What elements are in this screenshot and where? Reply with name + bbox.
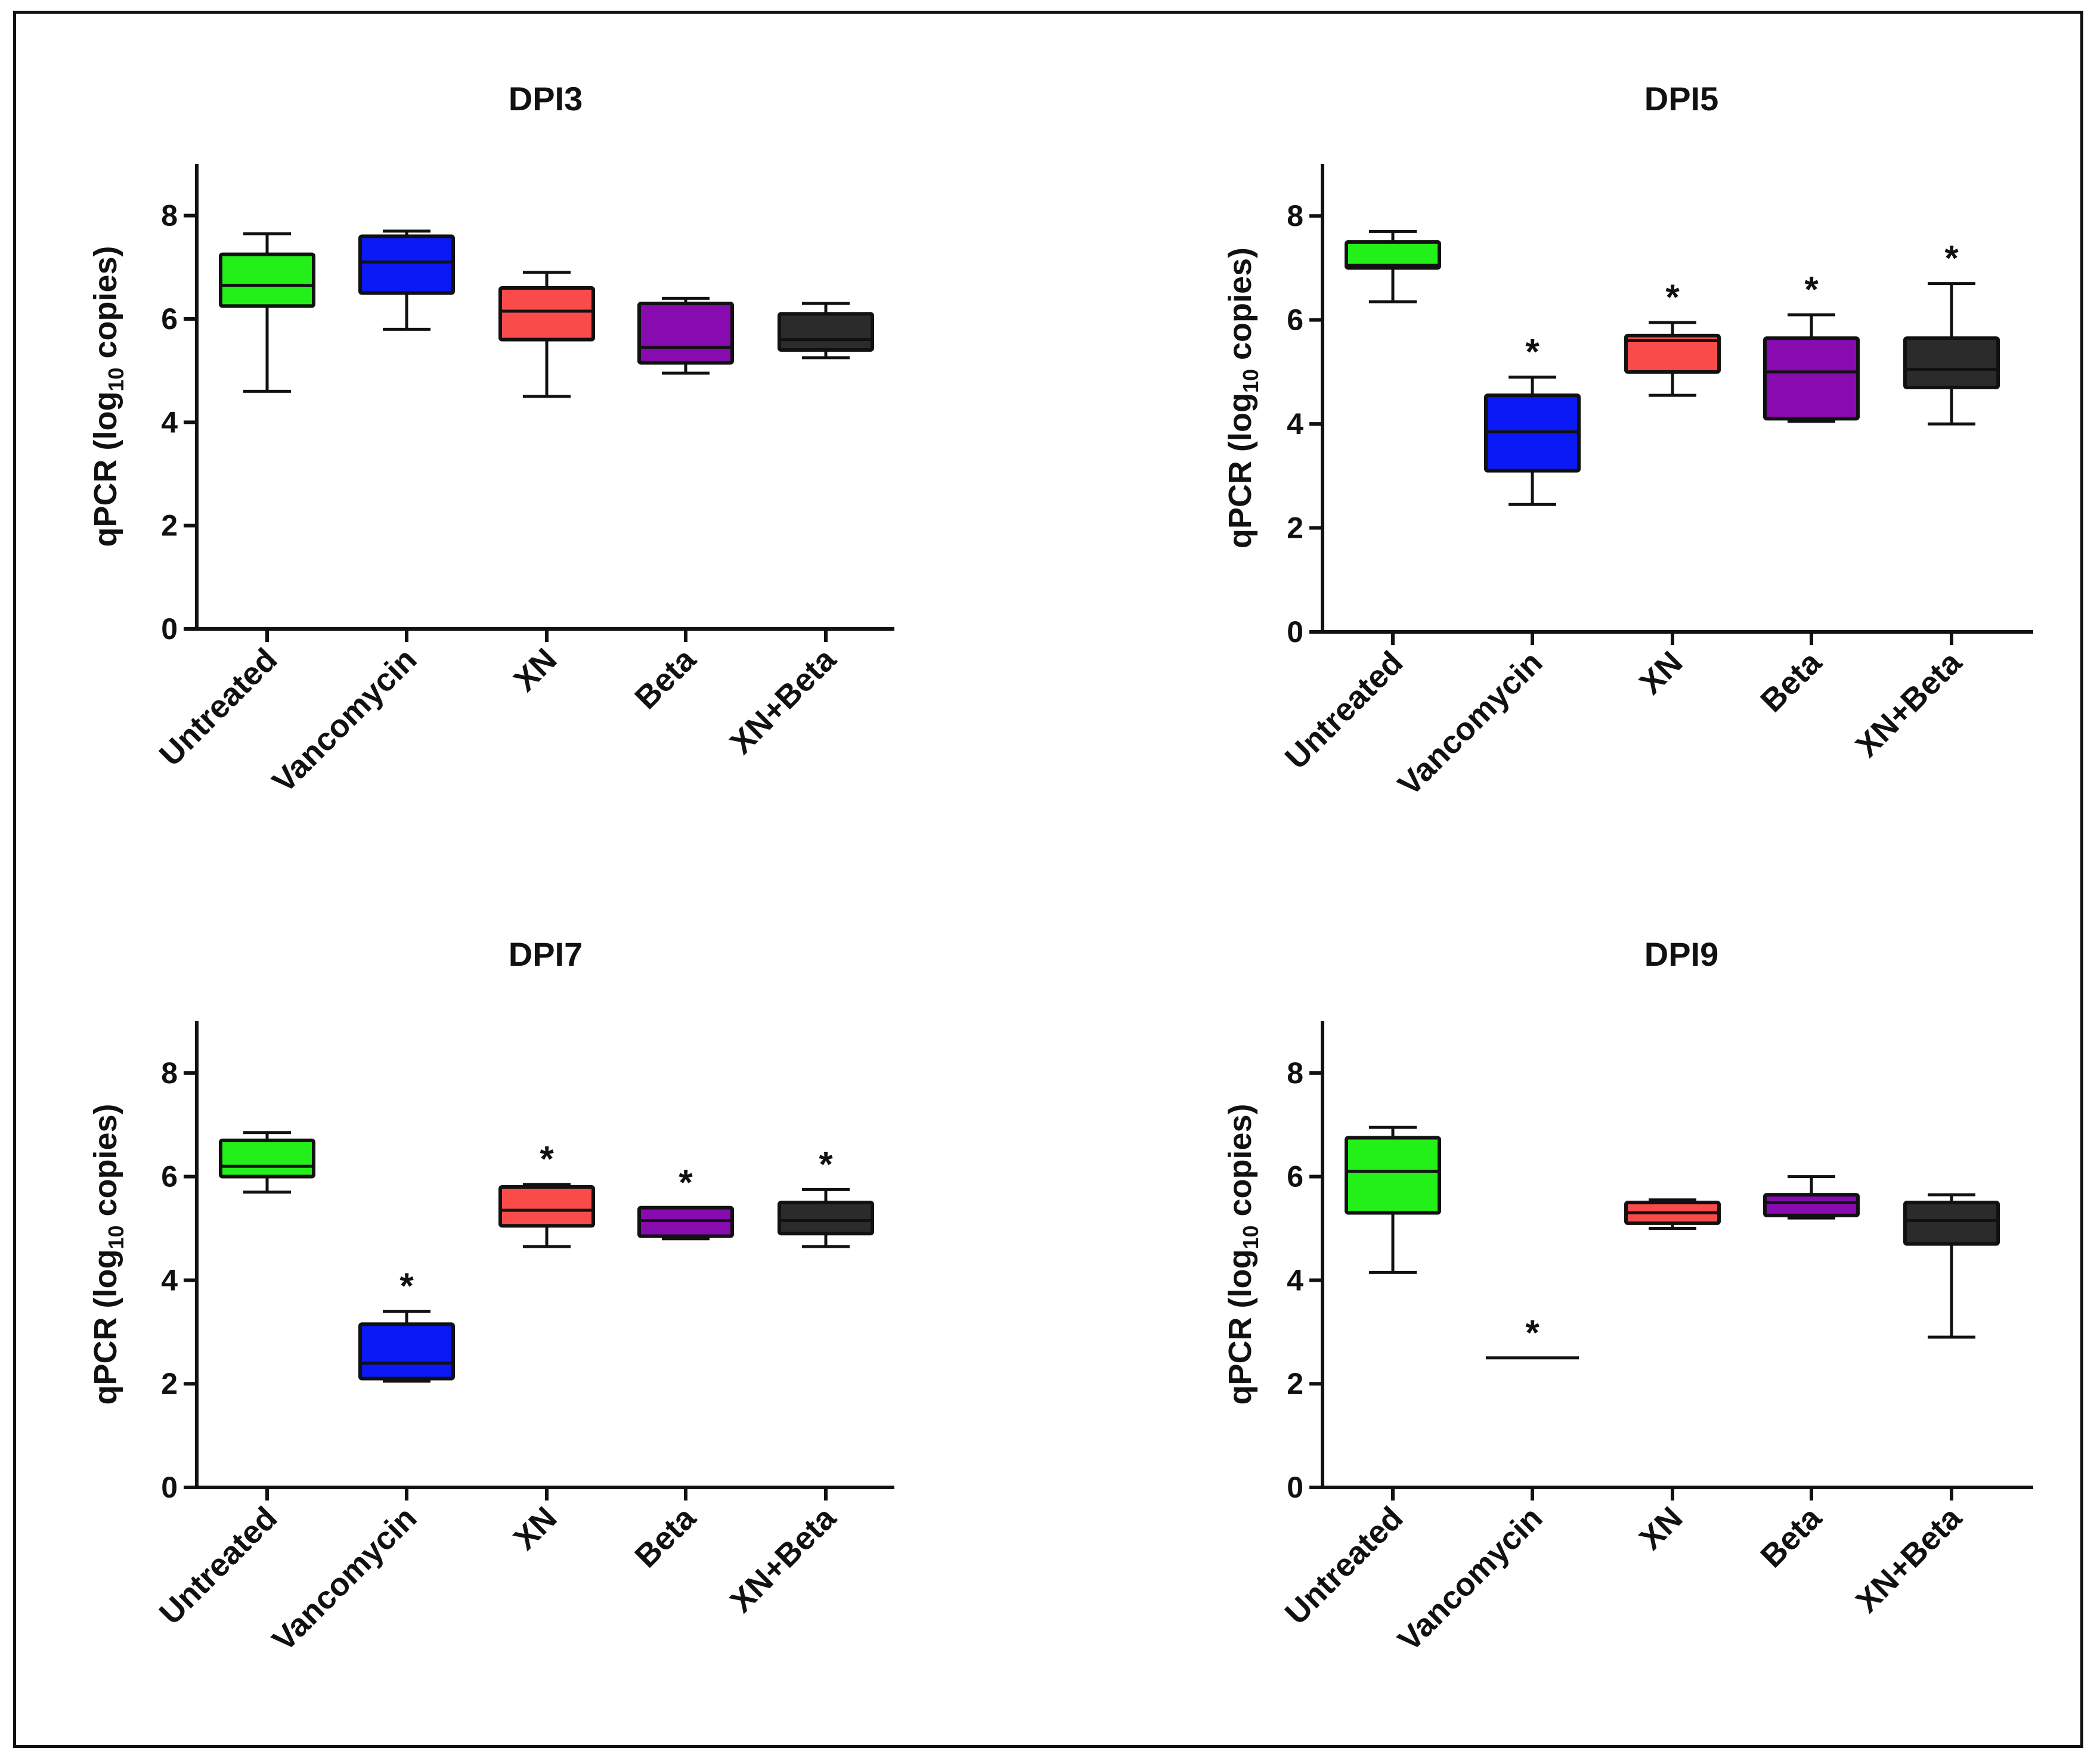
x-category-label: Untreated bbox=[153, 1500, 284, 1632]
panel-title: DPI5 bbox=[1644, 80, 1719, 117]
box-xn: * XN bbox=[498, 1139, 595, 1557]
y-tick-label: 6 bbox=[161, 1160, 178, 1193]
x-category-label: Vancomycin bbox=[1391, 644, 1549, 802]
y-tick-label: 4 bbox=[161, 1263, 178, 1297]
box-vancomycin: * Vancomycin bbox=[265, 1266, 455, 1658]
iqr-box bbox=[778, 1201, 874, 1236]
x-category-label: Untreated bbox=[153, 641, 284, 773]
iqr-box bbox=[358, 234, 455, 295]
y-tick-label: 0 bbox=[161, 612, 178, 646]
panel-dpi9: DPI9 0 2 4 6 8 qPCR (log10 copies) Untreated * Va… bbox=[1222, 935, 2033, 1658]
x-category-label: XN+Beta bbox=[723, 641, 843, 761]
box-vancomycin: * Vancomycin bbox=[1391, 332, 1581, 802]
y-tick-label: 6 bbox=[1287, 1160, 1303, 1193]
box-beta: * Beta bbox=[628, 1162, 734, 1574]
significance-star: * bbox=[1525, 332, 1540, 372]
box-beta: Beta bbox=[628, 296, 734, 716]
significance-star: * bbox=[1804, 269, 1819, 309]
x-category-label: Vancomycin bbox=[265, 641, 423, 799]
x-category-label: XN+Beta bbox=[723, 1499, 843, 1619]
box-beta: Beta bbox=[1754, 1175, 1860, 1574]
box-beta: * Beta bbox=[1754, 269, 1860, 719]
iqr-box bbox=[219, 252, 315, 308]
y-tick-label: 8 bbox=[161, 1056, 178, 1090]
figure-frame bbox=[13, 11, 2083, 1748]
y-tick-label: 8 bbox=[1287, 1056, 1303, 1090]
significance-star: * bbox=[1944, 238, 1959, 278]
x-category-label: XN bbox=[507, 1500, 563, 1557]
x-category-label: XN+Beta bbox=[1849, 1499, 1969, 1619]
iqr-box bbox=[637, 302, 734, 365]
box-vancomycin: * Vancomycin bbox=[1391, 1313, 1579, 1658]
y-tick-label: 4 bbox=[1287, 407, 1303, 441]
x-category-label: Vancomycin bbox=[1391, 1500, 1549, 1658]
x-category-label: XN+Beta bbox=[1849, 644, 1969, 764]
y-tick-label: 2 bbox=[161, 1367, 178, 1400]
x-category-label: XN bbox=[1633, 644, 1689, 701]
significance-star: * bbox=[819, 1144, 833, 1184]
panel-dpi7: DPI7 0 2 4 6 8 qPCR (log10 copies) Untreated * Va… bbox=[88, 935, 894, 1658]
box-xn-beta: * XN+Beta bbox=[1849, 238, 2000, 764]
iqr-box bbox=[358, 1322, 455, 1381]
significance-star: * bbox=[679, 1162, 693, 1202]
y-axis-title: qPCR (log10 copies) bbox=[1222, 1103, 1263, 1405]
x-category-label: XN bbox=[507, 641, 563, 698]
box-xn-beta: XN+Beta bbox=[1849, 1193, 2000, 1620]
box-vancomycin: Vancomycin bbox=[265, 230, 455, 799]
significance-star: * bbox=[1525, 1313, 1540, 1353]
x-category-label: XN bbox=[1633, 1500, 1689, 1557]
box-xn-beta: XN+Beta bbox=[723, 302, 874, 761]
x-category-label: Untreated bbox=[1278, 1500, 1410, 1632]
y-tick-label: 8 bbox=[161, 199, 178, 232]
iqr-box bbox=[498, 1185, 595, 1228]
y-tick-label: 0 bbox=[1287, 615, 1303, 649]
x-category-label: Beta bbox=[1754, 1499, 1829, 1574]
iqr-box bbox=[498, 286, 595, 342]
iqr-box bbox=[1903, 1201, 2000, 1246]
box-xn: XN bbox=[1624, 1198, 1721, 1557]
panel-title: DPI9 bbox=[1644, 935, 1719, 973]
significance-star: * bbox=[399, 1266, 414, 1306]
panel-dpi3: DPI3 0 2 4 6 8 qPCR (log10 copies) UntreatedVan… bbox=[88, 80, 894, 799]
y-tick-label: 6 bbox=[1287, 303, 1303, 337]
y-tick-label: 4 bbox=[161, 405, 178, 439]
y-axis-title: qPCR (log10 copies) bbox=[88, 1103, 128, 1405]
iqr-box bbox=[1624, 333, 1721, 374]
significance-star: * bbox=[1665, 277, 1680, 317]
iqr-box bbox=[1345, 1136, 1441, 1215]
y-tick-label: 2 bbox=[161, 509, 178, 542]
y-tick-label: 6 bbox=[161, 302, 178, 336]
iqr-box bbox=[1763, 336, 1860, 421]
y-tick-label: 2 bbox=[1287, 1367, 1303, 1400]
y-tick-label: 8 bbox=[1287, 199, 1303, 232]
iqr-box bbox=[1763, 1193, 1860, 1217]
y-axis-title: qPCR (log10 copies) bbox=[88, 246, 128, 547]
y-tick-label: 0 bbox=[1287, 1471, 1303, 1504]
x-category-label: Vancomycin bbox=[265, 1500, 423, 1658]
iqr-box bbox=[778, 312, 874, 352]
y-tick-label: 4 bbox=[1287, 1263, 1303, 1297]
box-xn: XN bbox=[498, 271, 595, 699]
y-tick-label: 0 bbox=[161, 1471, 178, 1504]
x-category-label: Untreated bbox=[1278, 644, 1410, 776]
iqr-box bbox=[1345, 240, 1441, 270]
panel-dpi5: DPI5 0 2 4 6 8 qPCR (log10 copies) Untreated * Va… bbox=[1222, 80, 2033, 802]
panel-title: DPI3 bbox=[509, 80, 583, 117]
significance-star: * bbox=[540, 1139, 554, 1179]
iqr-box bbox=[219, 1138, 315, 1179]
y-axis-title: qPCR (log10 copies) bbox=[1222, 247, 1263, 548]
box-xn: * XN bbox=[1624, 277, 1721, 702]
y-tick-label: 2 bbox=[1287, 511, 1303, 545]
x-category-label: Beta bbox=[1754, 644, 1829, 719]
box-xn-beta: * XN+Beta bbox=[723, 1144, 874, 1620]
iqr-box bbox=[1903, 336, 2000, 390]
x-category-label: Beta bbox=[628, 1499, 703, 1574]
x-category-label: Beta bbox=[628, 641, 703, 716]
panel-title: DPI7 bbox=[509, 935, 583, 973]
